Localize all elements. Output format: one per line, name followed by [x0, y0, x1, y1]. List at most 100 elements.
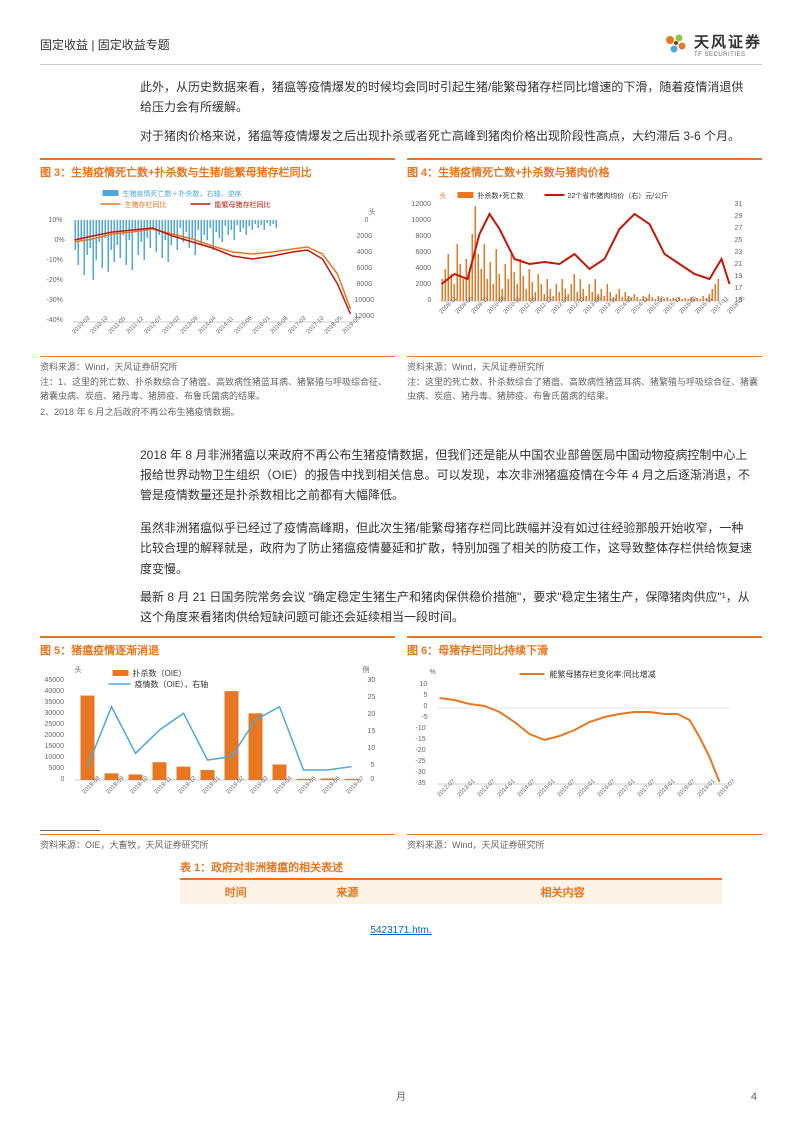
svg-text:8000: 8000 — [416, 233, 432, 240]
svg-text:2015-01: 2015-01 — [537, 778, 557, 798]
svg-text:31: 31 — [735, 201, 743, 208]
paragraph-2: 对于猪肉价格来说，猪瘟等疫情爆发之后出现扑杀或者死亡高峰到猪肉价格出现阶段性高点… — [140, 126, 752, 146]
svg-text:2019-01: 2019-01 — [697, 778, 717, 798]
paragraph-5: 最新 8 月 21 日国务院常务会议 "确定稳定生猪生产和猪肉保供稳价措施"，要… — [140, 587, 752, 628]
svg-text:-30: -30 — [416, 769, 426, 776]
chart-4-note: 注：这里的死亡数、扑杀数综合了猪瘟、高致病性猪蓝耳病、猪繁殖与呼吸综合征、猪囊虫… — [407, 376, 762, 403]
svg-text:2012-07: 2012-07 — [437, 778, 457, 798]
svg-text:15: 15 — [368, 728, 376, 735]
svg-text:20: 20 — [368, 711, 376, 718]
svg-text:2016-07: 2016-07 — [597, 778, 617, 798]
svg-text:2016-08: 2016-08 — [270, 315, 290, 335]
svg-text:2010-03: 2010-03 — [72, 315, 92, 335]
svg-text:23: 23 — [735, 249, 743, 256]
svg-text:2019-05: 2019-05 — [342, 315, 362, 335]
svg-text:35000: 35000 — [45, 699, 65, 706]
paragraph-3: 2018 年 8 月非洲猪瘟以来政府不再公布生猪疫情数据，但我们还是能从中国农业… — [140, 445, 752, 506]
svg-text:2019-06: 2019-06 — [322, 775, 342, 795]
svg-text:2017-10: 2017-10 — [306, 315, 326, 335]
logo-text-en: TF SECURITIES — [694, 52, 762, 58]
svg-text:-40%: -40% — [47, 317, 63, 324]
svg-text:2015-06: 2015-06 — [234, 315, 254, 335]
page-number: 4 — [751, 1091, 757, 1103]
charts-row-1: 图 3：生猪疫情死亡数+扑杀数与生猪/能繁母猪存栏同比 生猪疫情死亡数＋扑杀数，… — [40, 158, 762, 420]
svg-text:2016-01: 2016-01 — [577, 778, 597, 798]
svg-text:10: 10 — [420, 681, 428, 688]
svg-text:能繁母猪存栏变化率:同比增减: 能繁母猪存栏变化率:同比增减 — [550, 669, 656, 679]
chart-3: 图 3：生猪疫情死亡数+扑杀数与生猪/能繁母猪存栏同比 生猪疫情死亡数＋扑杀数，… — [40, 158, 395, 420]
svg-text:2000: 2000 — [357, 233, 373, 240]
chart-4-title: 图 4：生猪疫情死亡数+扑杀数与猪肉价格 — [407, 158, 762, 184]
svg-text:能繁母猪存栏同比: 能繁母猪存栏同比 — [215, 200, 271, 209]
table-1-header: 时间 来源 相关内容 — [180, 878, 722, 904]
svg-text:-25: -25 — [416, 758, 426, 765]
chart-6-source: 资料来源：Wind，天风证券研究所 — [407, 834, 762, 851]
svg-text:-10%: -10% — [47, 257, 63, 264]
svg-text:2010-10: 2010-10 — [90, 315, 110, 335]
svg-text:30000: 30000 — [45, 710, 65, 717]
chart-3-title: 图 3：生猪疫情死亡数+扑杀数与生猪/能繁母猪存栏同比 — [40, 158, 395, 184]
svg-text:2019-05: 2019-05 — [298, 775, 318, 795]
svg-text:10000: 10000 — [45, 754, 65, 761]
table-1-title: 表 1：政府对非洲猪瘟的相关表述 — [180, 859, 722, 875]
svg-text:5: 5 — [424, 692, 428, 699]
svg-text:2014-01: 2014-01 — [497, 778, 517, 798]
svg-text:5: 5 — [371, 762, 375, 769]
svg-text:-20%: -20% — [47, 277, 63, 284]
svg-text:2017-07: 2017-07 — [637, 778, 657, 798]
footer-link[interactable]: 5423171.htm. — [370, 925, 431, 936]
chart-5: 图 5：猪瘟疫情逐渐消退 扑杀数（OIE） 疫情数（OIE），右轴 头 例 45… — [40, 636, 395, 851]
svg-text:30: 30 — [368, 677, 376, 684]
svg-text:2014-04: 2014-04 — [198, 315, 218, 335]
svg-text:-20: -20 — [416, 747, 426, 754]
svg-text:扑杀数+死亡数: 扑杀数+死亡数 — [478, 191, 524, 200]
svg-text:2014-07: 2014-07 — [517, 778, 537, 798]
footer-center: 月 — [396, 1088, 406, 1103]
svg-text:2016-01: 2016-01 — [252, 315, 272, 335]
svg-text:10: 10 — [368, 745, 376, 752]
svg-text:6000: 6000 — [357, 265, 373, 272]
table-header-source: 来源 — [292, 880, 404, 904]
svg-text:例: 例 — [363, 665, 370, 674]
svg-text:2013-01: 2013-01 — [457, 778, 477, 798]
table-1: 表 1：政府对非洲猪瘟的相关表述 时间 来源 相关内容 — [180, 859, 722, 904]
svg-text:疫情数（OIE），右轴: 疫情数（OIE），右轴 — [135, 679, 209, 689]
svg-text:头: 头 — [369, 207, 376, 216]
svg-text:%: % — [430, 669, 436, 676]
svg-text:2014-11: 2014-11 — [216, 316, 236, 336]
svg-text:生猪存栏同比: 生猪存栏同比 — [125, 200, 167, 209]
logo-text-cn: 天风证券 — [694, 31, 762, 52]
svg-text:2018-07: 2018-07 — [677, 778, 697, 798]
svg-text:0: 0 — [424, 703, 428, 710]
svg-text:2011-12: 2011-12 — [126, 316, 146, 336]
svg-text:0%: 0% — [55, 237, 65, 244]
chart-3-canvas: 生猪疫情死亡数＋扑杀数，右轴，逆序 生猪存栏同比 能繁母猪存栏同比 10% 0%… — [40, 184, 395, 354]
svg-text:22个省市猪肉均价（右）元/公斤: 22个省市猪肉均价（右）元/公斤 — [568, 191, 669, 200]
chart-3-note-1: 注：1、这里的死亡数、扑杀数综合了猪瘟、高致病性猪蓝耳病、猪繁殖与呼吸综合征、猪… — [40, 376, 395, 403]
table-header-content: 相关内容 — [403, 880, 722, 904]
footnote-divider — [40, 830, 100, 831]
svg-text:-15: -15 — [416, 736, 426, 743]
header-category: 固定收益 | 固定收益专题 — [40, 36, 170, 53]
chart-5-canvas: 扑杀数（OIE） 疫情数（OIE），右轴 头 例 450004000035000… — [40, 662, 395, 832]
footer-link-wrap: 5423171.htm. — [40, 924, 762, 936]
chart-6: 图 6：母猪存栏同比持续下滑 能繁母猪存栏变化率:同比增减 % 1050-5-1… — [407, 636, 762, 851]
logo-icon — [662, 30, 690, 58]
chart-5-title: 图 5：猪瘟疫情逐渐消退 — [40, 636, 395, 662]
svg-text:40000: 40000 — [45, 688, 65, 695]
chart-6-canvas: 能繁母猪存栏变化率:同比增减 % 1050-5-10-15-20-25-30-3… — [407, 662, 762, 832]
paragraph-4: 虽然非洲猪瘟似乎已经过了疫情高峰期，但此次生猪/能繁母猪存栏同比跌幅并没有如过往… — [140, 518, 752, 579]
svg-text:-10: -10 — [416, 725, 426, 732]
svg-text:8000: 8000 — [357, 281, 373, 288]
chart-4-source: 资料来源：Wind，天风证券研究所 — [407, 356, 762, 373]
svg-text:-30%: -30% — [47, 297, 63, 304]
svg-text:15000: 15000 — [45, 743, 65, 750]
svg-text:5000: 5000 — [49, 765, 65, 772]
svg-text:25: 25 — [735, 237, 743, 244]
svg-text:2011-05: 2011-05 — [108, 316, 128, 336]
svg-text:0: 0 — [371, 776, 375, 783]
svg-text:-35: -35 — [416, 780, 426, 787]
svg-text:扑杀数（OIE）: 扑杀数（OIE） — [133, 668, 187, 678]
svg-text:10000: 10000 — [355, 297, 375, 304]
page-header: 固定收益 | 固定收益专题 天风证券 TF SECURITIES — [40, 30, 762, 65]
